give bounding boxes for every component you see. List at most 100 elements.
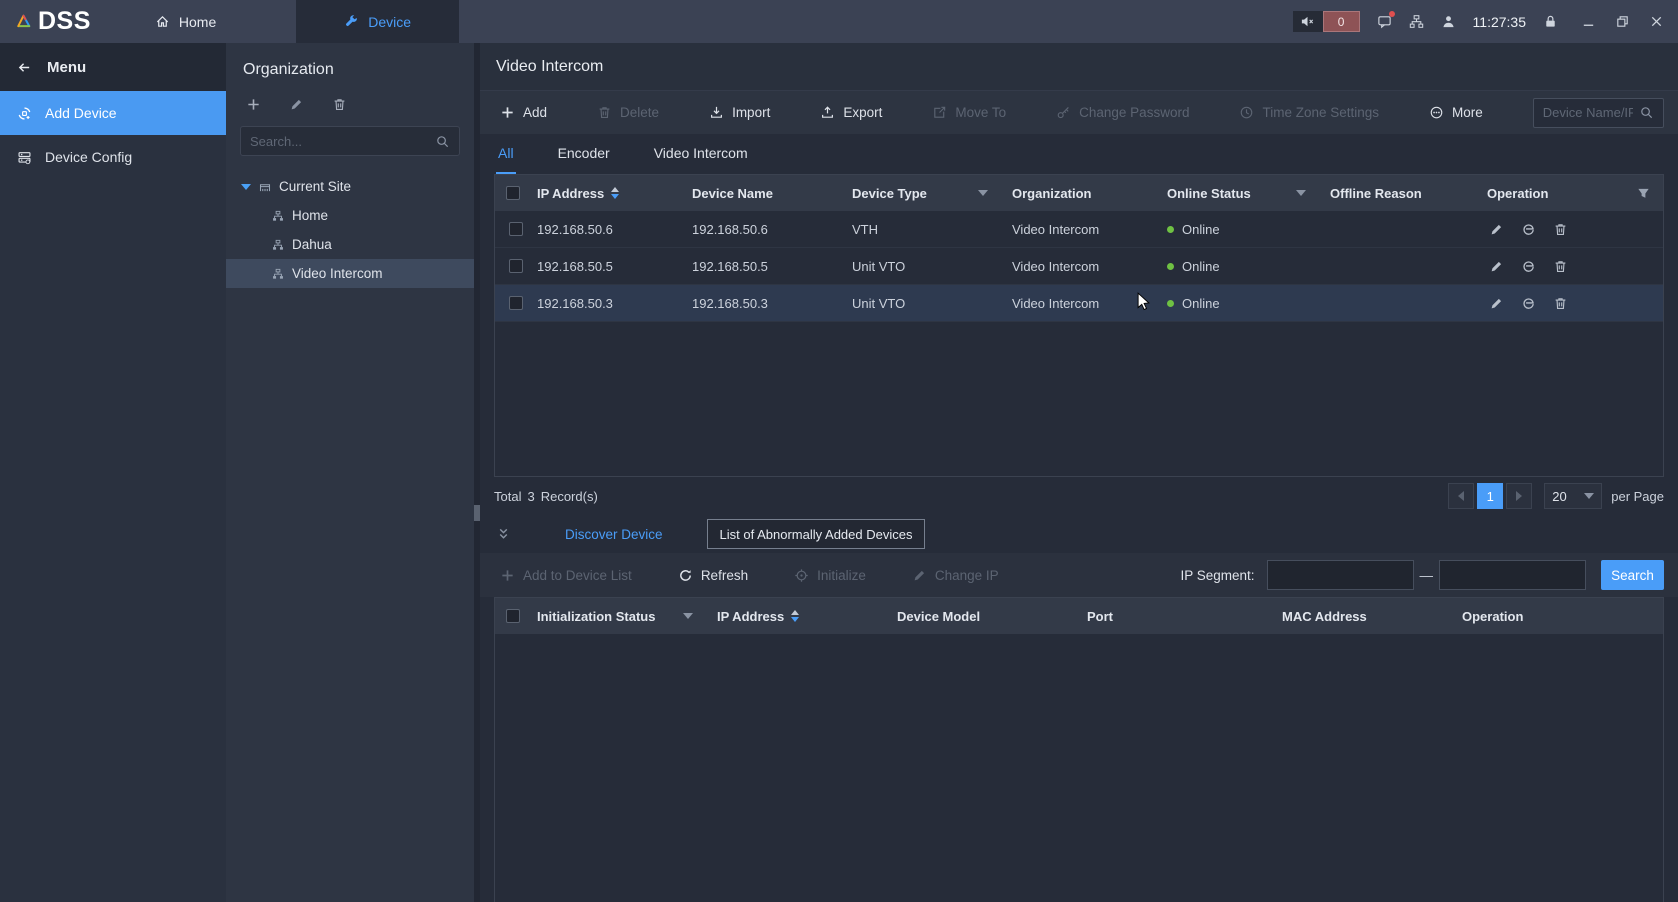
tab-all[interactable]: All bbox=[496, 134, 516, 174]
panel-divider[interactable] bbox=[474, 43, 480, 902]
add-to-device-list-button[interactable]: Add to Device List bbox=[500, 568, 632, 583]
tree-node-dahua[interactable]: Dahua bbox=[226, 230, 474, 259]
import-icon bbox=[709, 105, 724, 120]
minimize-icon[interactable] bbox=[1581, 14, 1596, 29]
site-structure-button[interactable] bbox=[1409, 14, 1424, 29]
time-zone-settings-button[interactable]: Time Zone Settings bbox=[1239, 105, 1379, 120]
ip-segment-to[interactable] bbox=[1439, 560, 1586, 590]
system-clock: 11:27:35 bbox=[1473, 14, 1526, 30]
export-button[interactable]: Export bbox=[820, 105, 882, 120]
ip-segment-from-input[interactable] bbox=[1276, 561, 1405, 576]
table-row[interactable]: 192.168.50.3 192.168.50.3 Unit VTO Video… bbox=[495, 285, 1663, 322]
message-button[interactable] bbox=[1377, 14, 1392, 29]
header-online-status[interactable]: Online Status bbox=[1167, 186, 1330, 201]
sidebar-item-device-config[interactable]: Device Config bbox=[0, 135, 226, 179]
import-button[interactable]: Import bbox=[709, 105, 770, 120]
table-row[interactable]: 192.168.50.5 192.168.50.5 Unit VTO Video… bbox=[495, 248, 1663, 285]
search-icon[interactable] bbox=[1639, 105, 1654, 120]
header-device-name[interactable]: Device Name bbox=[692, 186, 852, 201]
header-organization[interactable]: Organization bbox=[1012, 186, 1167, 201]
organization-search[interactable] bbox=[240, 126, 460, 156]
prev-arrow-icon bbox=[1458, 491, 1464, 501]
tree-node-video-intercom[interactable]: Video Intercom bbox=[226, 259, 474, 288]
table-row[interactable]: 192.168.50.6 192.168.50.6 VTH Video Inte… bbox=[495, 211, 1663, 248]
change-password-button[interactable]: Change Password bbox=[1056, 105, 1189, 120]
ip-segment-from[interactable] bbox=[1267, 560, 1414, 590]
header-device-model[interactable]: Device Model bbox=[897, 609, 1087, 624]
add-button[interactable]: Add bbox=[500, 105, 547, 120]
change-ip-button[interactable]: Change IP bbox=[912, 568, 999, 583]
caret-down-icon[interactable] bbox=[241, 184, 251, 190]
tree-node-home[interactable]: Home bbox=[226, 201, 474, 230]
row-checkbox[interactable] bbox=[509, 296, 523, 310]
row-checkbox[interactable] bbox=[509, 259, 523, 273]
mute-indicator[interactable]: 0 bbox=[1293, 11, 1360, 32]
move-to-button[interactable]: Move To bbox=[932, 105, 1006, 120]
sidebar-item-add-device[interactable]: Add Device bbox=[0, 91, 226, 135]
ip-segment-to-input[interactable] bbox=[1448, 561, 1577, 576]
ie-browser-icon[interactable] bbox=[1521, 296, 1536, 311]
current-page[interactable]: 1 bbox=[1477, 483, 1503, 509]
add-org-icon[interactable] bbox=[246, 97, 261, 112]
user-icon bbox=[1441, 14, 1456, 29]
header-device-type[interactable]: Device Type bbox=[852, 186, 1012, 201]
prev-page-button[interactable] bbox=[1448, 483, 1474, 509]
delete-org-icon[interactable] bbox=[332, 97, 347, 112]
ie-browser-icon[interactable] bbox=[1521, 259, 1536, 274]
row-checkbox[interactable] bbox=[509, 222, 523, 236]
select-all-checkbox[interactable] bbox=[506, 186, 520, 200]
tree-node-current-site[interactable]: Current Site bbox=[226, 172, 474, 201]
funnel-icon[interactable] bbox=[1636, 186, 1651, 201]
edit-org-icon[interactable] bbox=[289, 97, 304, 112]
filter-caret-icon[interactable] bbox=[978, 190, 988, 196]
divider-drag-handle[interactable] bbox=[474, 505, 480, 521]
sort-icon[interactable] bbox=[611, 187, 619, 199]
next-page-button[interactable] bbox=[1506, 483, 1532, 509]
edit-device-icon[interactable] bbox=[1489, 296, 1504, 311]
page-size-value: 20 bbox=[1552, 489, 1566, 504]
delete-device-icon[interactable] bbox=[1553, 222, 1568, 237]
filter-caret-icon[interactable] bbox=[683, 613, 693, 619]
more-button[interactable]: More bbox=[1429, 105, 1483, 120]
delete-button[interactable]: Delete bbox=[597, 105, 659, 120]
delete-device-icon[interactable] bbox=[1553, 296, 1568, 311]
tab-video-intercom[interactable]: Video Intercom bbox=[652, 134, 750, 174]
tab-home[interactable]: Home bbox=[137, 0, 234, 43]
menu-title: Menu bbox=[47, 59, 86, 76]
header-ip-address[interactable]: IP Address bbox=[717, 609, 897, 624]
sort-icon[interactable] bbox=[791, 610, 799, 622]
filter-caret-icon[interactable] bbox=[1296, 190, 1306, 196]
main-content: Video Intercom Add Delete Import Export … bbox=[480, 43, 1678, 902]
restore-icon[interactable] bbox=[1615, 14, 1630, 29]
user-button[interactable] bbox=[1441, 14, 1456, 29]
online-status-dot bbox=[1167, 226, 1174, 233]
initialize-button[interactable]: Initialize bbox=[794, 568, 866, 583]
tab-device[interactable]: Device bbox=[296, 0, 459, 43]
discover-toolbar: Add to Device List Refresh Initialize Ch… bbox=[480, 553, 1678, 597]
tab-encoder[interactable]: Encoder bbox=[556, 134, 612, 174]
cell-operation bbox=[1487, 296, 1663, 311]
page-size-select[interactable]: 20 bbox=[1544, 483, 1602, 509]
header-ip-address[interactable]: IP Address bbox=[537, 186, 692, 201]
edit-device-icon[interactable] bbox=[1489, 259, 1504, 274]
header-port[interactable]: Port bbox=[1087, 609, 1282, 624]
mute-count-badge: 0 bbox=[1323, 11, 1360, 32]
device-search-input[interactable] bbox=[1543, 105, 1633, 120]
header-initialization-status[interactable]: Initialization Status bbox=[537, 609, 717, 624]
tab-discover-device[interactable]: Discover Device bbox=[537, 527, 691, 542]
delete-device-icon[interactable] bbox=[1553, 259, 1568, 274]
organization-search-input[interactable] bbox=[250, 134, 429, 149]
back-arrow-icon[interactable] bbox=[17, 60, 32, 75]
device-search[interactable] bbox=[1533, 98, 1664, 128]
select-all-checkbox[interactable] bbox=[506, 609, 520, 623]
header-offline-reason[interactable]: Offline Reason bbox=[1330, 186, 1487, 201]
refresh-button[interactable]: Refresh bbox=[678, 568, 748, 583]
close-icon[interactable] bbox=[1649, 14, 1664, 29]
ip-segment-search-button[interactable]: Search bbox=[1601, 560, 1664, 590]
lock-button[interactable] bbox=[1543, 14, 1558, 29]
tab-abnormal-devices[interactable]: List of Abnormally Added Devices bbox=[707, 519, 926, 549]
header-mac-address[interactable]: MAC Address bbox=[1282, 609, 1462, 624]
ie-browser-icon[interactable] bbox=[1521, 222, 1536, 237]
edit-device-icon[interactable] bbox=[1489, 222, 1504, 237]
collapse-chevrons-icon[interactable] bbox=[496, 527, 511, 542]
